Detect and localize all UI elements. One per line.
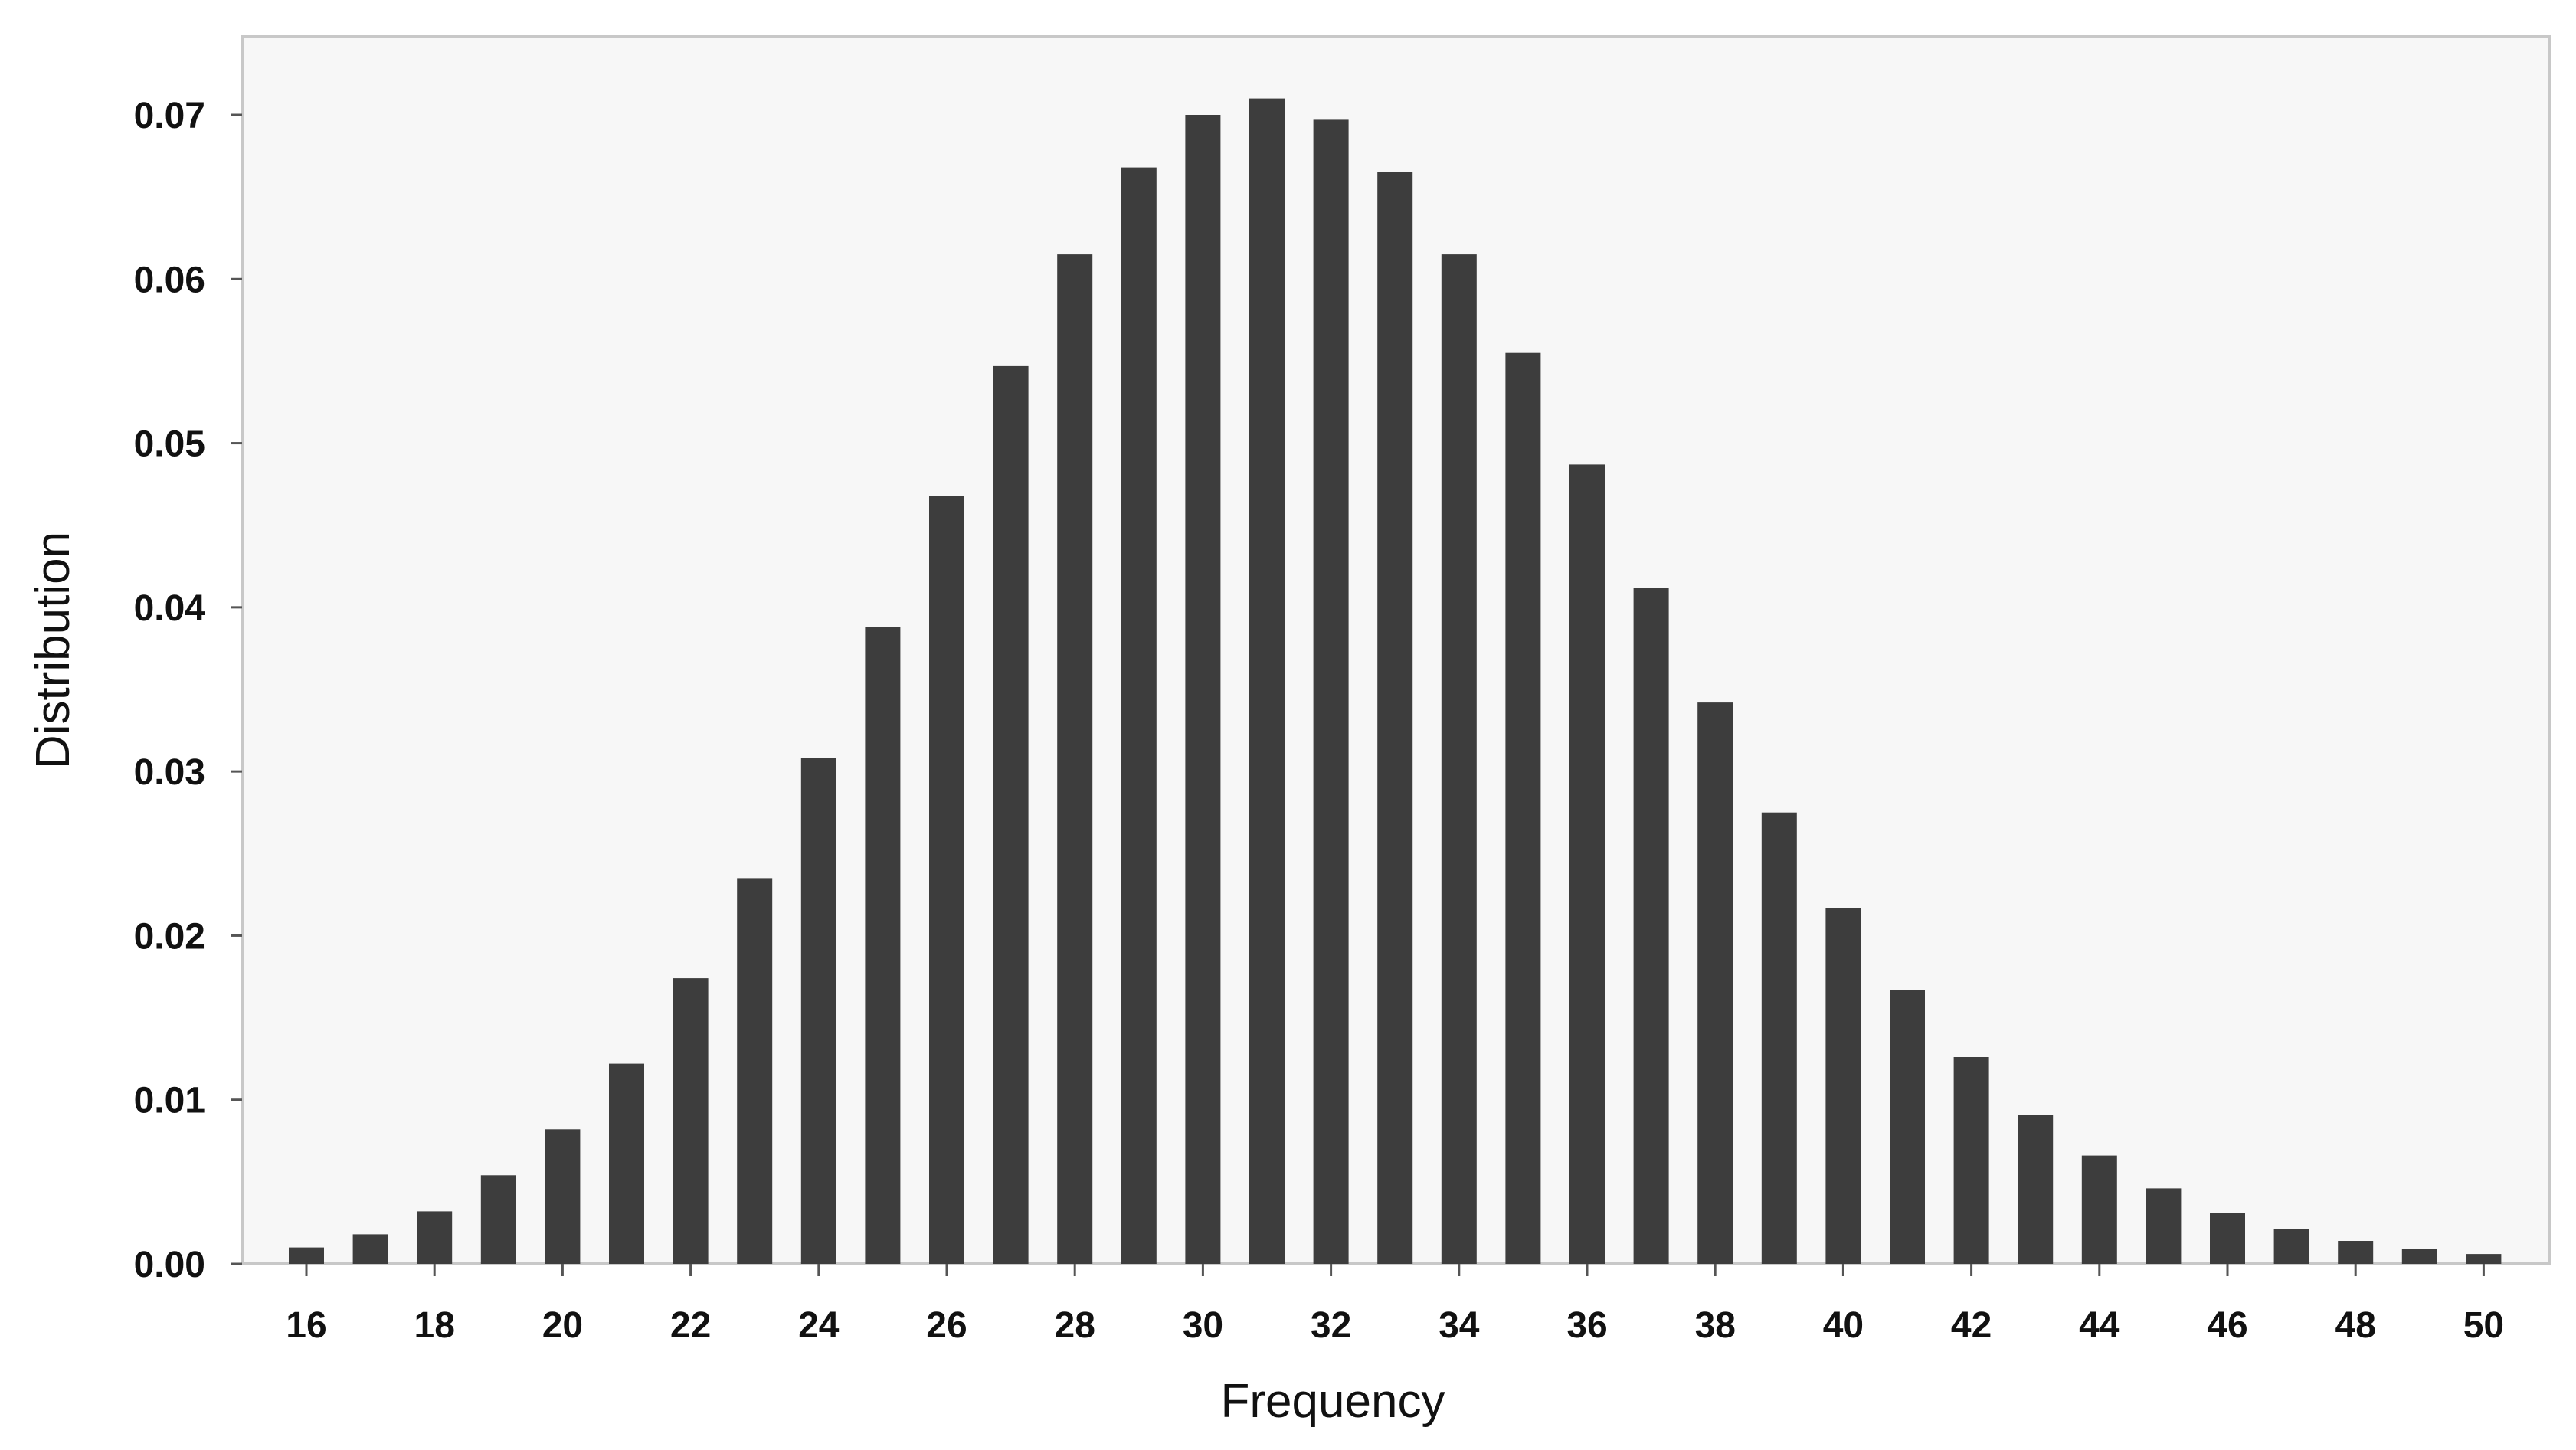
y-tick-label: 0.04 bbox=[134, 588, 206, 629]
bar-32 bbox=[1313, 119, 1349, 1264]
x-axis: 16 18 20 22 24 26 28 30 32 34 36 38 40 42 44 46 48 50 bbox=[286, 1264, 2504, 1346]
bar-19 bbox=[480, 1175, 516, 1264]
bar-24 bbox=[800, 758, 836, 1264]
bar-37 bbox=[1633, 588, 1669, 1264]
x-tick-label: 18 bbox=[414, 1305, 455, 1346]
bar-17 bbox=[352, 1234, 388, 1264]
x-tick-label: 46 bbox=[2207, 1305, 2247, 1346]
x-tick-label: 20 bbox=[542, 1305, 583, 1346]
x-tick-label: 16 bbox=[286, 1305, 326, 1346]
x-tick-label: 44 bbox=[2079, 1305, 2120, 1346]
bar-42 bbox=[1953, 1057, 1989, 1264]
bar-43 bbox=[2018, 1115, 2054, 1264]
bar-39 bbox=[1761, 812, 1797, 1264]
bars-group bbox=[289, 98, 2502, 1265]
bar-48 bbox=[2338, 1241, 2374, 1264]
bar-30 bbox=[1185, 115, 1221, 1264]
bar-50 bbox=[2466, 1254, 2502, 1264]
bar-35 bbox=[1505, 352, 1541, 1265]
x-tick-label: 32 bbox=[1311, 1305, 1351, 1346]
bar-33 bbox=[1377, 172, 1413, 1264]
bar-18 bbox=[417, 1211, 453, 1264]
x-tick-label: 28 bbox=[1055, 1305, 1095, 1346]
x-tick-label: 36 bbox=[1566, 1305, 1607, 1346]
bar-29 bbox=[1121, 167, 1157, 1265]
y-tick-label: 0.02 bbox=[134, 916, 205, 957]
bar-28 bbox=[1057, 254, 1093, 1265]
bar-36 bbox=[1569, 464, 1605, 1264]
x-tick-label: 42 bbox=[1951, 1305, 1992, 1346]
bar-31 bbox=[1249, 98, 1285, 1265]
x-tick-label: 34 bbox=[1439, 1305, 1480, 1346]
x-tick-label: 24 bbox=[798, 1305, 840, 1346]
bar-23 bbox=[737, 878, 773, 1264]
y-tick-label: 0.06 bbox=[134, 260, 205, 300]
bar-38 bbox=[1697, 702, 1733, 1264]
bar-44 bbox=[2081, 1155, 2117, 1264]
bar-49 bbox=[2401, 1249, 2437, 1264]
x-tick-label: 30 bbox=[1183, 1305, 1223, 1346]
bar-47 bbox=[2273, 1229, 2309, 1264]
x-tick-label: 40 bbox=[1823, 1305, 1864, 1346]
y-axis-title: Distribution bbox=[27, 532, 80, 769]
bar-20 bbox=[545, 1129, 581, 1264]
bar-21 bbox=[609, 1063, 644, 1264]
x-tick-label: 26 bbox=[926, 1305, 967, 1346]
bar-25 bbox=[865, 627, 901, 1264]
x-tick-label: 50 bbox=[2463, 1305, 2504, 1346]
bar-46 bbox=[2210, 1213, 2245, 1264]
y-tick-label: 0.05 bbox=[134, 424, 205, 465]
bar-16 bbox=[289, 1247, 324, 1264]
x-tick-label: 48 bbox=[2335, 1305, 2376, 1346]
bar-34 bbox=[1441, 254, 1477, 1265]
bar-27 bbox=[993, 365, 1029, 1264]
bar-40 bbox=[1825, 908, 1861, 1264]
y-tick-label: 0.00 bbox=[134, 1245, 205, 1285]
y-axis: 0.00 0.01 0.02 0.03 0.04 0.05 0.06 0.07 bbox=[134, 96, 242, 1285]
x-axis-title: Frequency bbox=[1221, 1375, 1445, 1428]
bar-22 bbox=[673, 978, 709, 1264]
x-tick-label: 22 bbox=[670, 1305, 711, 1346]
bar-45 bbox=[2146, 1188, 2182, 1264]
x-tick-label: 38 bbox=[1695, 1305, 1736, 1346]
y-tick-label: 0.07 bbox=[134, 96, 205, 136]
bar-26 bbox=[929, 496, 964, 1264]
bar-41 bbox=[1890, 990, 1925, 1264]
y-tick-label: 0.03 bbox=[134, 752, 205, 793]
y-tick-label: 0.01 bbox=[134, 1081, 205, 1121]
